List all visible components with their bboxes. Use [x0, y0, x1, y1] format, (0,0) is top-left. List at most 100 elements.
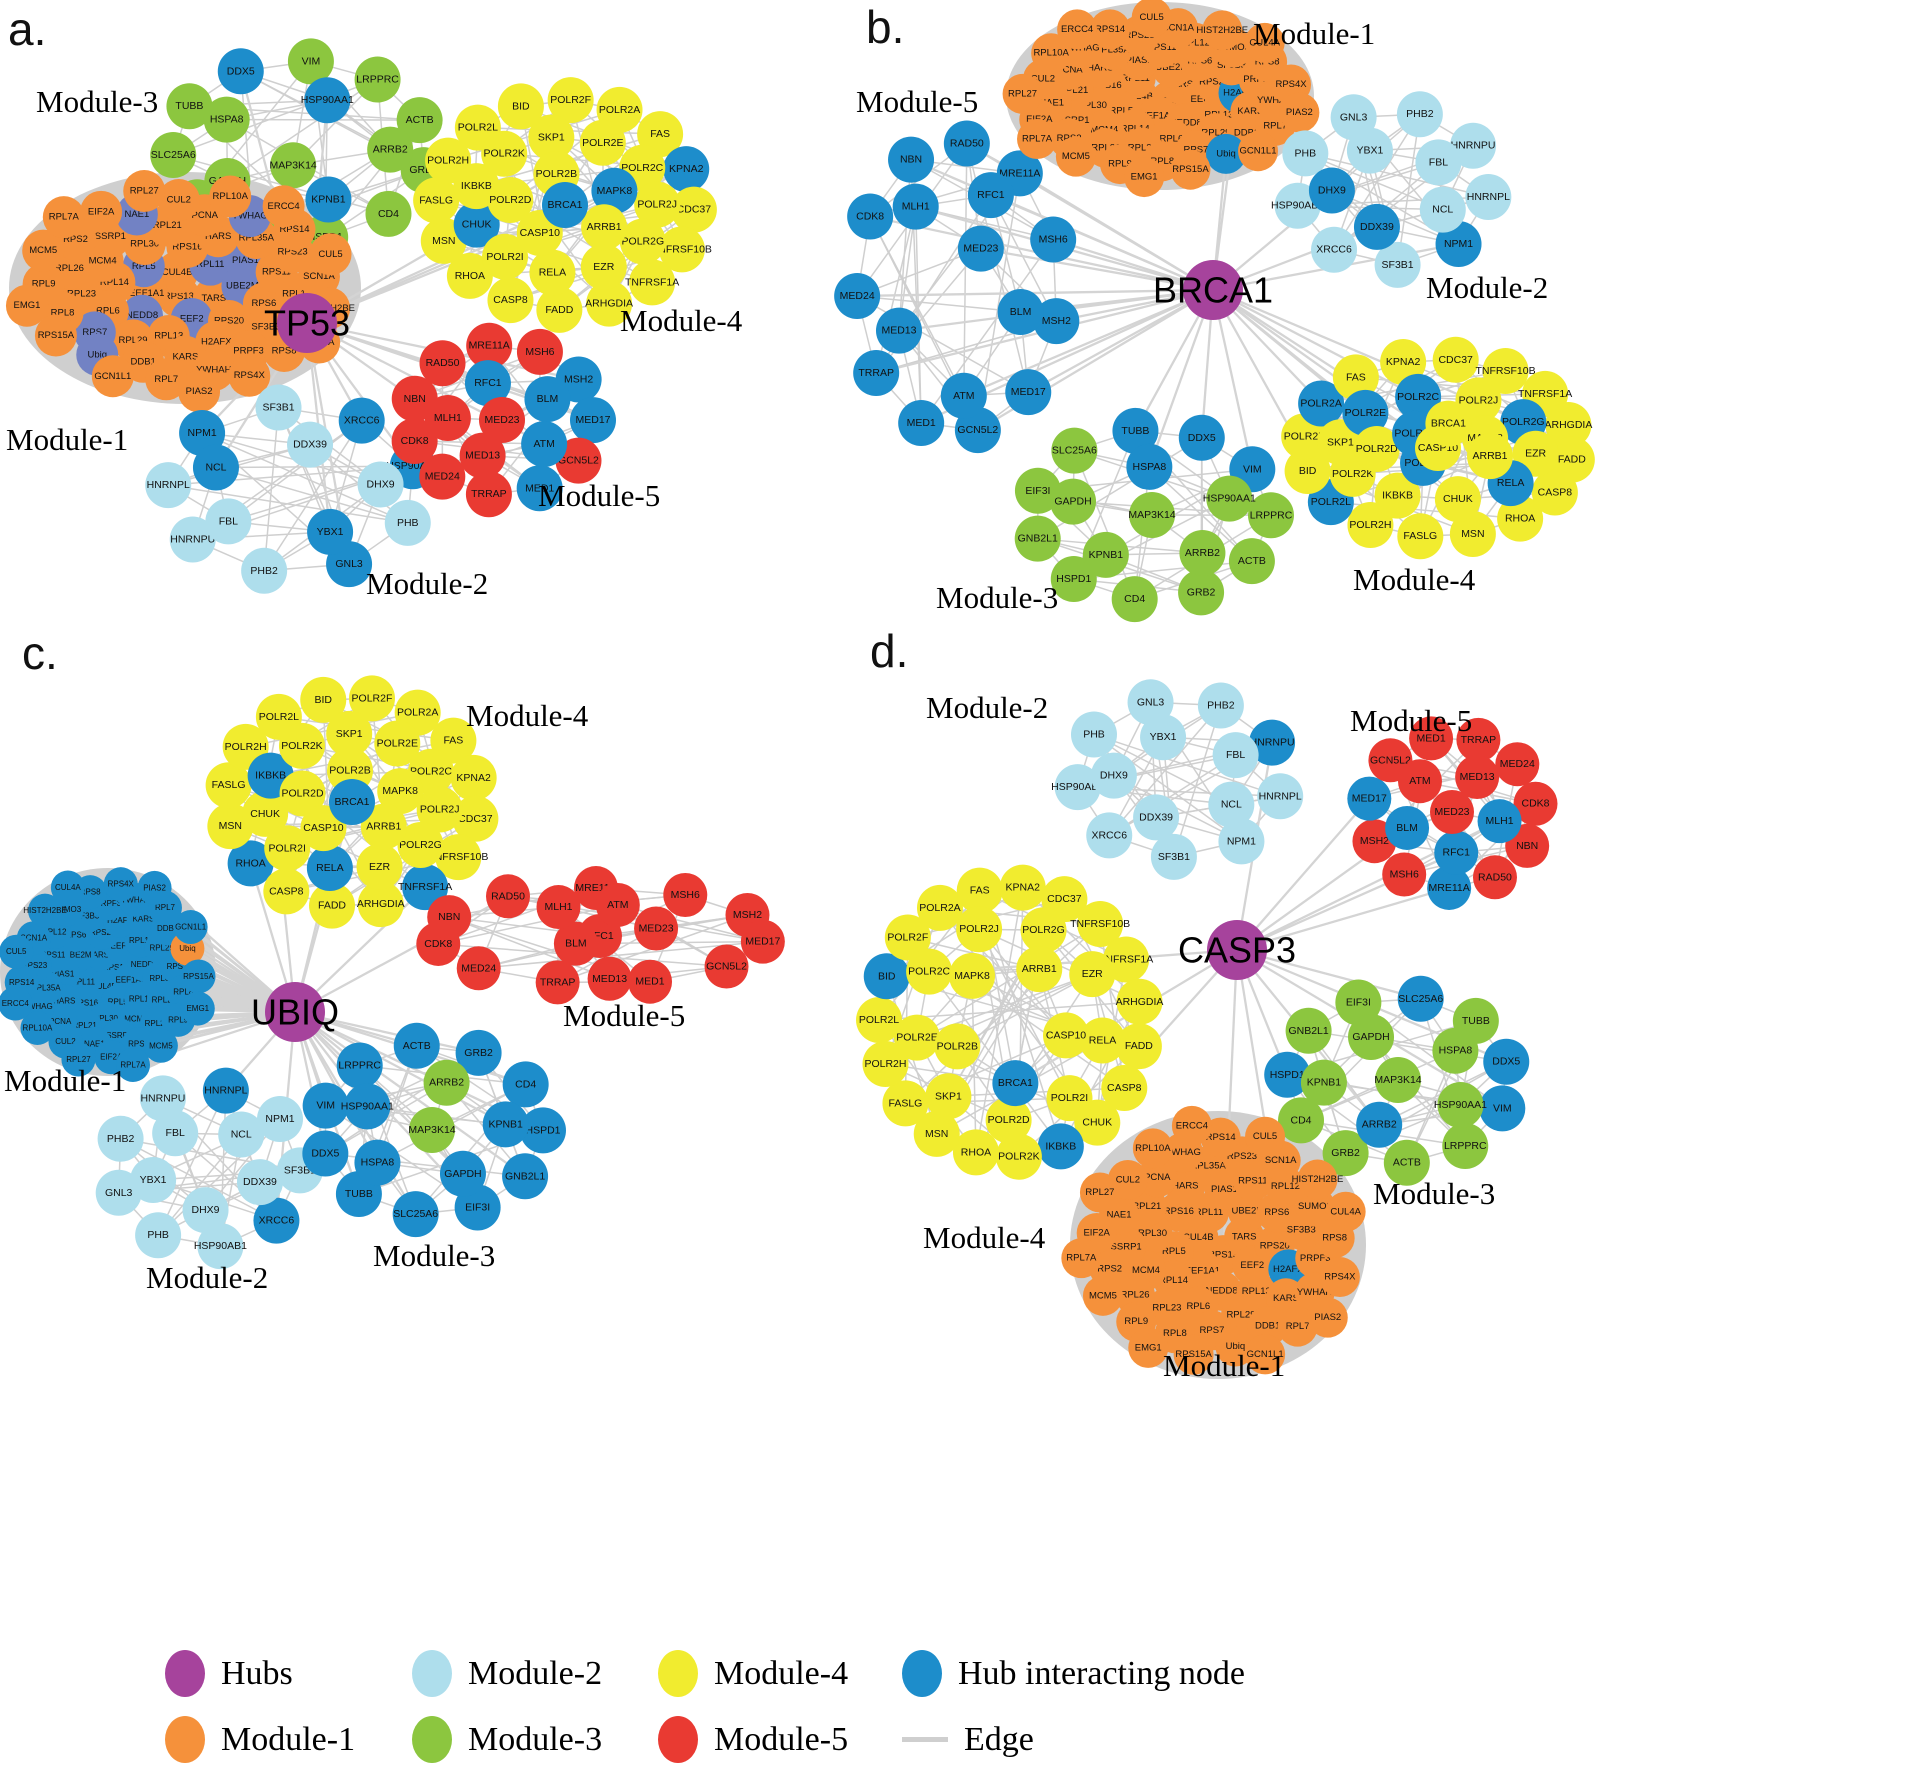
node-MSH6[interactable]: [1382, 852, 1427, 897]
node-DHX9[interactable]: [182, 1187, 229, 1234]
node-MSN[interactable]: [913, 1110, 960, 1157]
node-MAP3K14[interactable]: [1375, 1057, 1421, 1103]
node-MCM5[interactable]: [143, 1028, 178, 1063]
node-MAP3K14[interactable]: [1129, 492, 1175, 538]
node-CD4[interactable]: [502, 1061, 549, 1108]
node-MLH1[interactable]: [892, 183, 939, 230]
node-GRB2[interactable]: [1178, 569, 1225, 616]
node-CUL5[interactable]: [309, 233, 352, 276]
node-ERCC4[interactable]: [0, 986, 33, 1021]
node-RFC1[interactable]: [1434, 830, 1479, 875]
node-BID[interactable]: [1284, 447, 1331, 494]
node-POLR2I[interactable]: [264, 825, 311, 872]
node-SLC25A6[interactable]: [1051, 427, 1098, 474]
node-EMG1[interactable]: [1128, 1327, 1169, 1368]
node-RPL7A[interactable]: [116, 1047, 151, 1082]
node-FASLG[interactable]: [205, 762, 252, 809]
node-POLR2A[interactable]: [916, 884, 963, 931]
node-RHOA[interactable]: [1497, 495, 1544, 542]
node-HNRNPL[interactable]: [1257, 773, 1304, 820]
node-CASP8[interactable]: [1101, 1065, 1148, 1112]
node-HNRNPL[interactable]: [145, 462, 192, 509]
node-CUL2[interactable]: [157, 178, 200, 221]
node-MED13[interactable]: [875, 307, 922, 354]
node-MCM5[interactable]: [1055, 136, 1096, 177]
node-RPS15A[interactable]: [181, 959, 216, 994]
node-CUL5[interactable]: [1245, 1116, 1286, 1157]
node-FASLG[interactable]: [413, 177, 460, 224]
node-FAS[interactable]: [1332, 354, 1379, 401]
node-CUL4A[interactable]: [50, 870, 85, 905]
node-RPL10A[interactable]: [20, 1010, 55, 1045]
node-RELA[interactable]: [306, 845, 353, 892]
node-FADD[interactable]: [309, 882, 356, 929]
node-CASP8[interactable]: [487, 277, 534, 324]
node-MED13[interactable]: [1455, 755, 1500, 800]
node-RHOA[interactable]: [227, 840, 274, 887]
node-EMG1[interactable]: [180, 991, 215, 1026]
node-ARHGDIA[interactable]: [1116, 978, 1163, 1025]
node-ARRB2[interactable]: [423, 1059, 470, 1106]
node-EIF3I[interactable]: [1335, 979, 1382, 1026]
node-POLR2D[interactable]: [1353, 426, 1400, 473]
node-ERCC4[interactable]: [1171, 1105, 1212, 1146]
node-MSN[interactable]: [1449, 510, 1496, 557]
node-HIST2H2BE[interactable]: [28, 893, 63, 928]
node-POLR2I[interactable]: [1046, 1075, 1093, 1122]
node-RPS4X[interactable]: [228, 354, 271, 397]
node-DHX9[interactable]: [357, 461, 404, 508]
node-DDX39[interactable]: [287, 421, 334, 468]
node-SLC25A6[interactable]: [392, 1191, 439, 1238]
node-POLR2F[interactable]: [348, 675, 395, 722]
node-HNRNPU[interactable]: [139, 1075, 186, 1122]
node-GAPDH[interactable]: [1050, 478, 1097, 525]
node-CDK8[interactable]: [1513, 781, 1558, 826]
node-RPS15A[interactable]: [1170, 149, 1211, 190]
node-TNFRSF1A[interactable]: [402, 864, 449, 911]
node-MED24[interactable]: [419, 453, 466, 500]
hub-node-BRCA1[interactable]: [1183, 260, 1243, 320]
node-CDC37[interactable]: [452, 795, 499, 842]
node-HSPA8[interactable]: [203, 96, 250, 143]
node-MED23[interactable]: [1430, 790, 1474, 834]
node-FASLG[interactable]: [882, 1080, 929, 1127]
node-BID[interactable]: [300, 676, 347, 723]
node-KPNB1[interactable]: [1082, 531, 1129, 578]
node-FAS[interactable]: [637, 111, 684, 158]
node-TRRAP[interactable]: [1456, 717, 1501, 762]
node-SKP1[interactable]: [528, 114, 575, 161]
node-DDX39[interactable]: [1133, 794, 1180, 841]
node-YBX1[interactable]: [1346, 127, 1393, 174]
node-EMG1[interactable]: [1124, 157, 1165, 198]
node-PIAS2[interactable]: [1307, 1297, 1348, 1338]
node-XRCC6[interactable]: [1311, 226, 1358, 273]
node-FADD[interactable]: [536, 286, 583, 333]
node-LRPPRC[interactable]: [1247, 492, 1294, 539]
node-CHUK[interactable]: [1434, 476, 1481, 523]
node-FADD[interactable]: [1115, 1023, 1162, 1070]
node-POLR2D[interactable]: [985, 1097, 1032, 1144]
node-YBX1[interactable]: [1140, 714, 1187, 761]
node-CUL5[interactable]: [1131, 0, 1172, 38]
node-RPL7A[interactable]: [42, 196, 85, 239]
node-CD4[interactable]: [365, 190, 412, 237]
node-HSP90AB1[interactable]: [1054, 764, 1101, 811]
node-POLR2H[interactable]: [862, 1040, 909, 1087]
node-RPL10A[interactable]: [1031, 33, 1072, 74]
node-PHB[interactable]: [1070, 711, 1117, 758]
node-RELA[interactable]: [1079, 1017, 1126, 1064]
node-GCN5L2[interactable]: [555, 437, 602, 484]
node-MED1[interactable]: [516, 465, 563, 512]
node-DHX9[interactable]: [1308, 167, 1355, 214]
node-RFC1[interactable]: [464, 360, 511, 407]
node-MRE11A[interactable]: [1427, 865, 1472, 910]
node-RPS4X[interactable]: [1319, 1257, 1360, 1298]
node-HIST2H2BE[interactable]: [1297, 1159, 1338, 1200]
node-GNB2L1[interactable]: [1014, 515, 1061, 562]
node-DDX5[interactable]: [302, 1130, 349, 1177]
node-ATM[interactable]: [940, 372, 987, 419]
node-YBX1[interactable]: [130, 1156, 177, 1203]
node-SF3B1[interactable]: [1374, 241, 1421, 288]
node-PHB[interactable]: [1282, 130, 1329, 177]
node-CASP10[interactable]: [1043, 1012, 1090, 1059]
